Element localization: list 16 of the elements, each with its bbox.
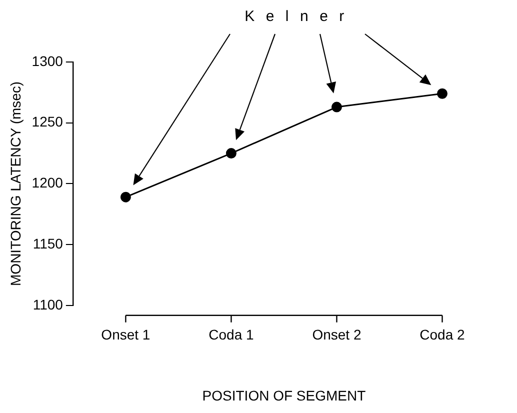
y-tick-label: 1150: [32, 235, 64, 252]
point: [331, 102, 342, 112]
y-tick-label: 1250: [32, 114, 64, 130]
point: [226, 148, 236, 159]
text: Kelner: [244, 8, 356, 25]
y-tick-label: 1300: [32, 52, 64, 69]
point: [120, 192, 131, 202]
x-tick-label: Coda 2: [420, 326, 466, 343]
x-axis-title: POSITION OF SEGMENT: [202, 387, 366, 404]
x-tick-label: Onset 2: [312, 326, 362, 343]
y-tick-label: 1100: [32, 296, 64, 312]
x-tick-label: Coda 1: [208, 326, 254, 343]
y-axis-title: MONITORING LATENCY (msec): [7, 81, 24, 286]
y-tick-label: 1200: [32, 174, 64, 191]
x-tick-label: Onset 1: [101, 326, 150, 343]
point: [436, 88, 448, 99]
